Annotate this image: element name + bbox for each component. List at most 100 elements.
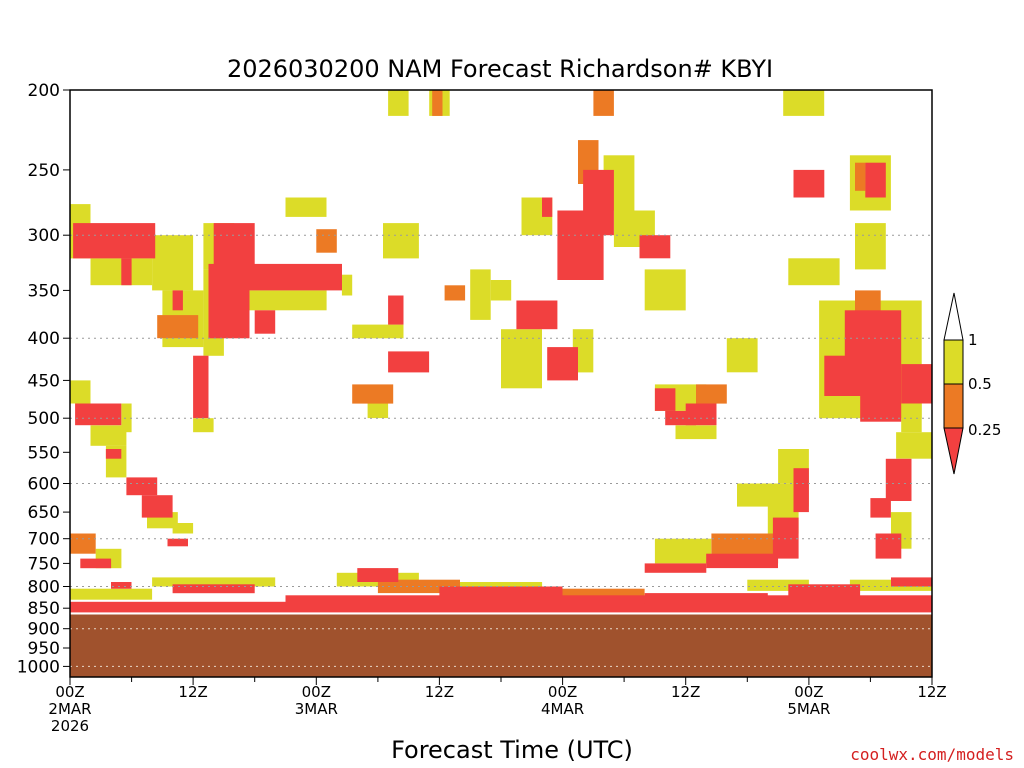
heatmap-cells [70, 90, 932, 613]
heatmap-cell-0.25-0.5 [593, 90, 614, 116]
heatmap-cell-lt0.25 [639, 235, 671, 259]
y-tick-label: 700 [28, 530, 60, 550]
heatmap-cell-lt0.25 [542, 197, 553, 217]
heatmap-cell-0.5-1 [675, 425, 717, 440]
x-tick-label: 00Z [548, 683, 577, 701]
heatmap-cell-lt0.25 [685, 403, 717, 426]
heatmap-cell-0.5-1 [849, 579, 932, 591]
legend-swatch-orange [943, 383, 964, 429]
x-tick-label: 00Z [794, 683, 823, 701]
heatmap-cell-lt0.25 [875, 533, 902, 559]
heatmap-cell-lt0.25 [516, 300, 558, 330]
heatmap-cell-0.25-0.5 [696, 384, 727, 404]
y-tick-label: 450 [28, 371, 60, 391]
legend-label-0.25: 0.25 [968, 421, 1001, 439]
y-tick-label: 200 [28, 81, 60, 101]
heatmap-cell-lt0.25 [772, 517, 799, 559]
heatmap-cell-lt0.25 [583, 169, 614, 236]
heatmap-cell-lt0.25 [654, 388, 676, 411]
heatmap-cell-0.5-1 [90, 425, 127, 446]
x-tick-label: 2026 [51, 717, 89, 735]
heatmap-cell-lt0.25 [70, 601, 932, 613]
y-tick-label: 600 [28, 475, 60, 495]
legend-swatch-yellow [943, 339, 964, 385]
heatmap-cell-lt0.25 [547, 347, 578, 381]
colorbar-legend: 1 0.5 0.25 [943, 292, 1001, 475]
x-tick-label: 12Z [671, 683, 700, 701]
heatmap-cell-0.25-0.5 [542, 588, 645, 600]
heatmap-cell-0.5-1 [388, 90, 409, 116]
y-tick-label: 500 [28, 409, 60, 429]
x-tick-label: 00Z [55, 683, 84, 701]
heatmap-cell-lt0.25 [126, 477, 158, 496]
y-tick-label: 850 [28, 599, 60, 619]
y-tick-label: 750 [28, 554, 60, 574]
heatmap-cell-lt0.25 [121, 258, 132, 286]
heatmap-cell-lt0.25 [793, 169, 825, 198]
heatmap-cell-lt0.25 [788, 584, 861, 600]
heatmap-cell-lt0.25 [865, 162, 886, 198]
heatmap-cell-lt0.25 [706, 553, 778, 569]
heatmap-cell-0.25-0.5 [352, 384, 394, 404]
heatmap-cell-0.25-0.5 [157, 315, 199, 339]
credit-text: coolwx.com/models [850, 745, 1014, 764]
heatmap-cell-lt0.25 [644, 563, 707, 573]
heatmap-cell-0.5-1 [172, 523, 194, 534]
heatmap-cell-lt0.25 [208, 263, 250, 339]
heatmap-cell-0.5-1 [70, 588, 153, 600]
heatmap-cell-lt0.25 [824, 355, 871, 396]
heatmap-cell-0.5-1 [737, 483, 809, 507]
heatmap-cell-0.5-1 [70, 380, 91, 404]
heatmap-cell-lt0.25 [213, 223, 255, 270]
heatmap-cell-lt0.25 [388, 351, 430, 373]
heatmap-cell-lt0.25 [167, 538, 188, 547]
heatmap-cell-0.25-0.5 [432, 90, 443, 116]
heatmap-cell-0.25-0.5 [444, 285, 466, 301]
heatmap-cell-lt0.25 [644, 593, 768, 609]
heatmap-cell-lt0.25 [141, 495, 173, 518]
x-axis-label: Forecast Time (UTC) [391, 736, 633, 764]
heatmap-cell-lt0.25 [870, 498, 891, 518]
heatmap-cell-0.25-0.5 [855, 162, 866, 191]
heatmap-cell-0.5-1 [501, 329, 542, 389]
heatmap-cell-0.5-1 [788, 258, 840, 286]
heatmap-cell-lt0.25 [254, 310, 276, 334]
heatmap-cell-0.5-1 [152, 577, 276, 587]
heatmap-cell-lt0.25 [172, 584, 255, 594]
x-tick-label: 3MAR [295, 700, 338, 718]
y-tick-label: 350 [28, 281, 60, 301]
y-tick-label: 300 [28, 226, 60, 246]
x-tick-label: 12Z [178, 683, 207, 701]
y-tick-label: 800 [28, 578, 60, 598]
heatmap-cell-0.5-1 [367, 403, 389, 419]
heatmap-cell-0.5-1 [747, 579, 809, 591]
legend-label-1: 1 [968, 331, 978, 349]
heatmap-cell-lt0.25 [80, 558, 112, 569]
heatmap-cell-0.5-1 [855, 223, 886, 270]
y-tick-label: 550 [28, 443, 60, 463]
heatmap-cell-lt0.25 [172, 290, 183, 311]
x-tick-label: 4MAR [541, 700, 584, 718]
heatmap-cell-lt0.25 [439, 586, 563, 598]
heatmap-cell-lt0.25 [885, 458, 912, 501]
heatmap-cell-lt0.25 [388, 295, 404, 325]
heatmap-cell-lt0.25 [111, 582, 132, 589]
heatmap-cell-0.5-1 [644, 269, 686, 311]
ground-layer [70, 614, 932, 677]
chart-title: 2026030200 NAM Forecast Richardson# KBYI [227, 55, 773, 83]
x-tick-label: 12Z [425, 683, 454, 701]
y-tick-label: 650 [28, 503, 60, 523]
heatmap-cell-0.5-1 [121, 403, 132, 433]
heatmap-cell-0.5-1 [783, 90, 825, 116]
heatmap-cell-0.5-1 [152, 235, 194, 291]
heatmap-cell-lt0.25 [244, 263, 342, 291]
y-tick-label: 250 [28, 161, 60, 181]
x-tick-label: 00Z [302, 683, 331, 701]
heatmap-cell-0.25-0.5 [316, 229, 337, 253]
heatmap-cell-lt0.25 [901, 364, 932, 404]
x-tick-label: 2MAR [48, 700, 91, 718]
legend-arrow-top [943, 292, 964, 341]
heatmap-cell-lt0.25 [357, 568, 399, 582]
